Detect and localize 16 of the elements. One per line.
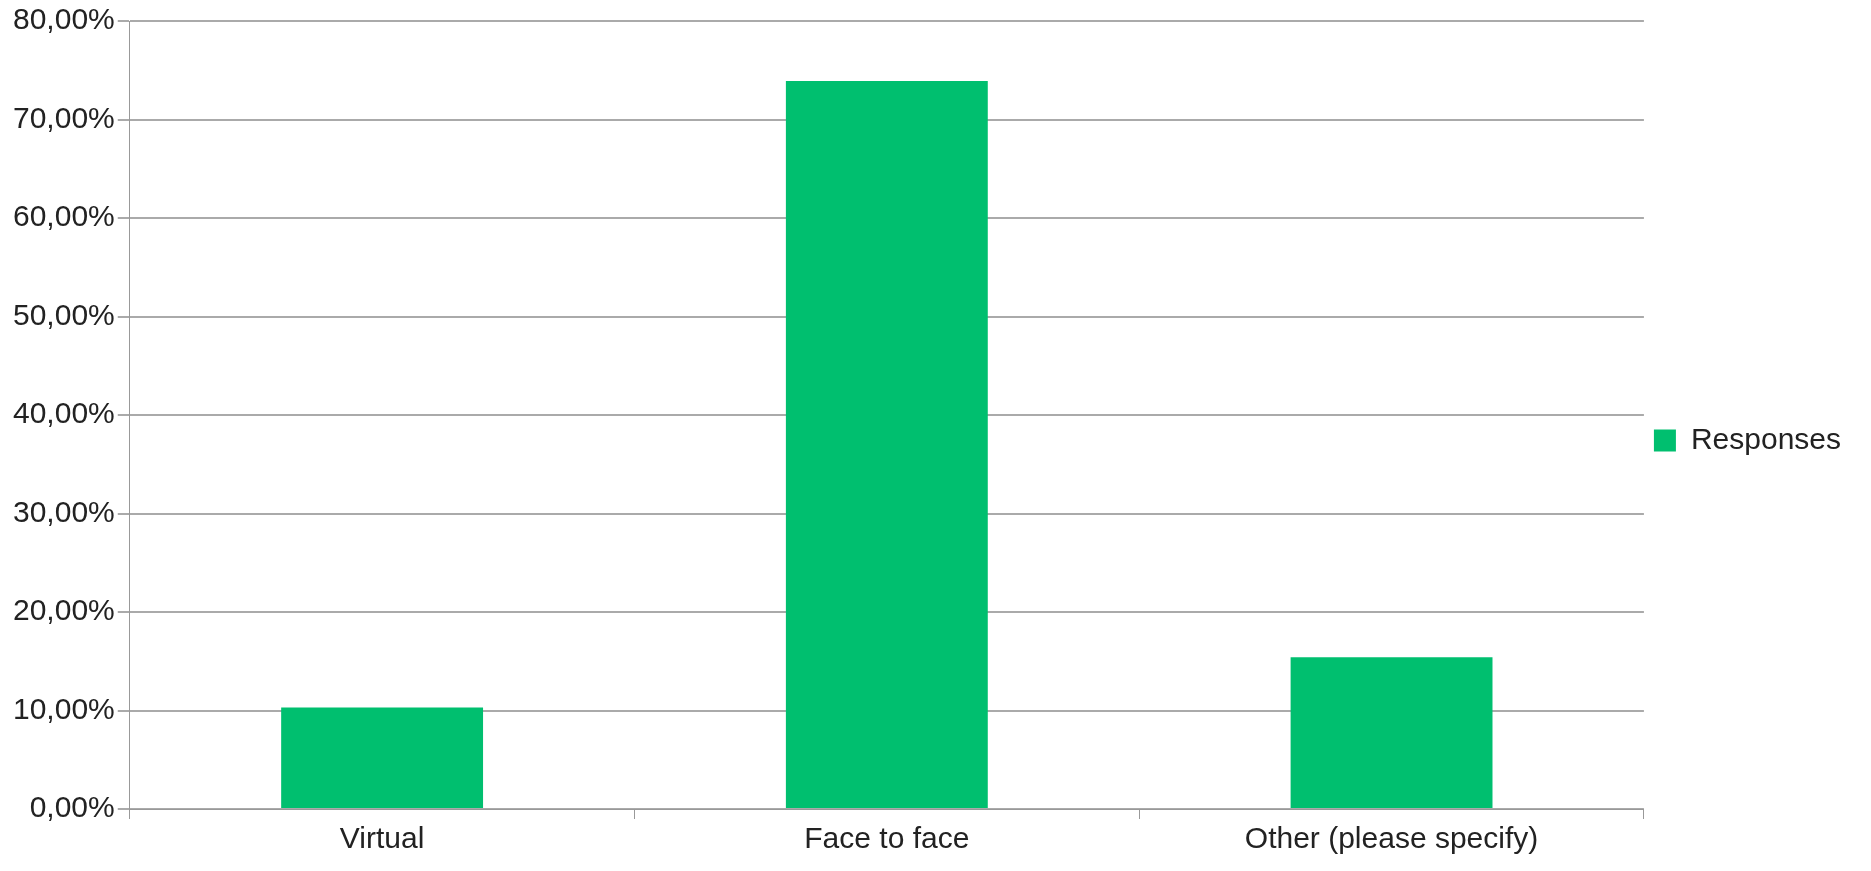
x-tick-label: Virtual bbox=[339, 821, 425, 855]
x-tick-label: Face to face bbox=[804, 821, 970, 855]
y-tick-label: 60,00% bbox=[13, 199, 115, 233]
bar bbox=[281, 707, 484, 808]
y-tick-label: 80,00% bbox=[13, 2, 115, 36]
bar bbox=[785, 81, 988, 808]
bar bbox=[1290, 657, 1493, 808]
legend-label: Responses bbox=[1690, 421, 1842, 455]
y-tick-label: 70,00% bbox=[13, 100, 115, 134]
y-tick-label: 50,00% bbox=[13, 297, 115, 331]
y-tick-label: 0,00% bbox=[29, 790, 115, 824]
y-tick-label: 30,00% bbox=[13, 494, 115, 528]
y-tick-label: 20,00% bbox=[13, 593, 115, 627]
y-tick-label: 40,00% bbox=[13, 396, 115, 430]
y-tick-label: 10,00% bbox=[13, 691, 115, 725]
x-tick-label: Other (please specify) bbox=[1244, 821, 1539, 855]
